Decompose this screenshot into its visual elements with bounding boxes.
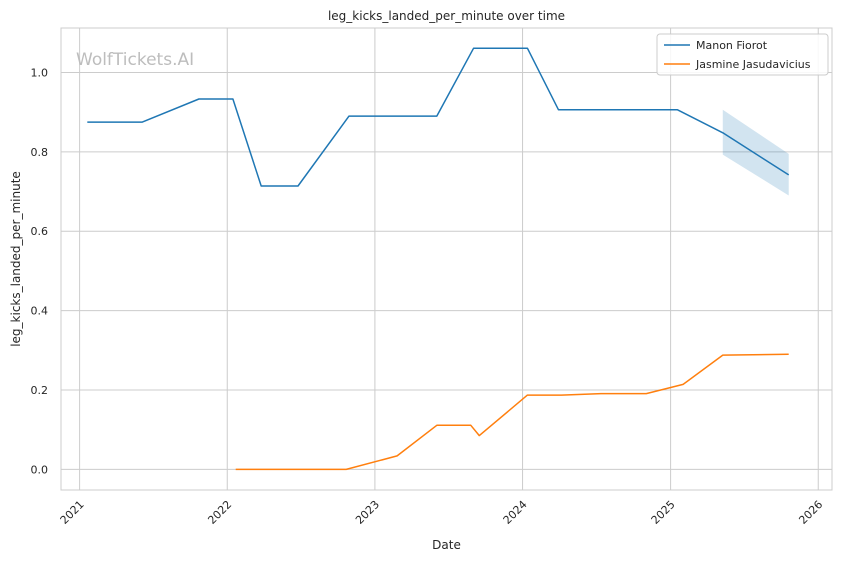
x-axis-label: Date xyxy=(432,538,461,552)
legend-box xyxy=(656,33,829,76)
series-line-1 xyxy=(87,47,790,187)
x-tick-label: 2023 xyxy=(353,498,382,527)
legend-label: Manon Fiorot xyxy=(696,39,768,52)
y-tick-labels: 0.0 0.2 0.4 0.6 0.8 1.0 xyxy=(31,66,49,476)
legend: Manon Fiorot Jasmine Jasudavicius xyxy=(656,33,829,76)
y-tick-label: 1.0 xyxy=(31,66,49,79)
x-tick-label: 2025 xyxy=(649,498,678,527)
confidence-band xyxy=(722,109,789,196)
x-tick-label: 2021 xyxy=(58,498,87,527)
legend-label: Jasmine Jasudavicius xyxy=(695,58,811,71)
plot-area xyxy=(61,28,832,490)
y-tick-label: 0.6 xyxy=(31,225,49,238)
chart-title: leg_kicks_landed_per_minute over time xyxy=(328,9,565,23)
y-tick-label: 0.4 xyxy=(31,305,49,318)
grid xyxy=(61,28,832,490)
confidence-band-layer xyxy=(722,109,789,196)
x-tick-label: 2022 xyxy=(205,498,234,527)
watermark: WolfTickets.AI xyxy=(76,50,194,70)
series-layer xyxy=(87,47,790,471)
plot-frame xyxy=(60,27,833,491)
y-tick-label: 0.2 xyxy=(31,384,49,397)
x-tick-labels: 2021 2022 2023 2024 2025 2026 xyxy=(58,498,826,527)
y-tick-label: 0.8 xyxy=(31,146,49,159)
y-axis-label: leg_kicks_landed_per_minute xyxy=(9,171,23,347)
x-tick-label: 2026 xyxy=(796,498,825,527)
y-tick-label: 0.0 xyxy=(31,463,49,476)
x-tick-label: 2024 xyxy=(501,498,530,527)
series-line-2 xyxy=(235,353,789,471)
